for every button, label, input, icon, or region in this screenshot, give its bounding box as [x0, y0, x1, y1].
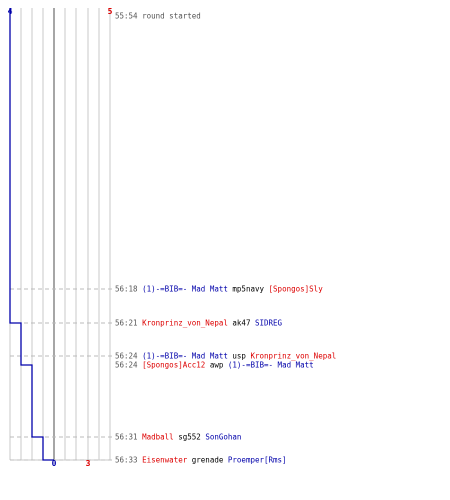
- grid: [9, 8, 111, 461]
- event-row: 56:24 [Spongos]Acc12 awp (1)-=BIB=- Mad …: [115, 361, 314, 370]
- event-text: [Spongos]Sly: [269, 285, 324, 294]
- event-text: grenade: [187, 456, 228, 465]
- event-text: SIDREG: [255, 319, 283, 328]
- event-text: Kronprinz_von_Nepal: [250, 352, 336, 361]
- event-time: 56:21: [115, 319, 142, 328]
- event-time: 55:54: [115, 12, 142, 21]
- event-text: ak47: [228, 319, 255, 328]
- event-time: 56:24: [115, 361, 142, 370]
- event-text: Kronprinz_von_Nepal: [142, 319, 228, 328]
- event-row: 56:33 Eisenwater grenade Proemper[Rms]: [115, 456, 287, 465]
- event-text: (1)-=BIB=- Mad Matt: [142, 285, 228, 294]
- event-time: 56:33: [115, 456, 142, 465]
- event-row: 56:31 Madball sg552 SonGohan: [115, 433, 241, 442]
- event-text: SonGohan: [205, 433, 241, 442]
- event-text: [Spongos]Acc12: [142, 361, 205, 370]
- event-text: Eisenwater: [142, 456, 188, 465]
- event-text: usp: [228, 352, 251, 361]
- event-row: 56:21 Kronprinz_von_Nepal ak47 SIDREG: [115, 319, 283, 328]
- event-time: 56:24: [115, 352, 142, 361]
- blue-team-alive-line: [9, 8, 54, 461]
- event-text: mp5navy: [228, 285, 269, 294]
- event-text: Madball: [142, 433, 174, 442]
- event-text: (1)-=BIB=- Mad Matt: [228, 361, 314, 370]
- event-text: round started: [142, 12, 201, 21]
- blue-start-count: 4: [8, 7, 13, 16]
- event-time: 56:18: [115, 285, 142, 294]
- event-text: awp: [205, 361, 228, 370]
- event-text: Proemper[Rms]: [228, 456, 287, 465]
- event-row: 56:18 (1)-=BIB=- Mad Matt mp5navy [Spong…: [115, 285, 323, 294]
- event-guides: [10, 288, 112, 461]
- event-row: 55:54 round started: [115, 12, 201, 21]
- blue-end-count: 0: [52, 459, 57, 468]
- red-start-count: 5: [108, 7, 113, 16]
- event-time: 56:31: [115, 433, 142, 442]
- alive-lines: [9, 8, 54, 461]
- event-row: 56:24 (1)-=BIB=- Mad Matt usp Kronprinz_…: [115, 352, 336, 361]
- event-text: sg552: [174, 433, 206, 442]
- event-log: 55:54 round started 56:18 (1)-=BIB=- Mad …: [115, 12, 336, 465]
- event-text: (1)-=BIB=- Mad Matt: [142, 352, 228, 361]
- labels: 4 5 0 3: [8, 7, 113, 468]
- red-end-count: 3: [86, 459, 91, 468]
